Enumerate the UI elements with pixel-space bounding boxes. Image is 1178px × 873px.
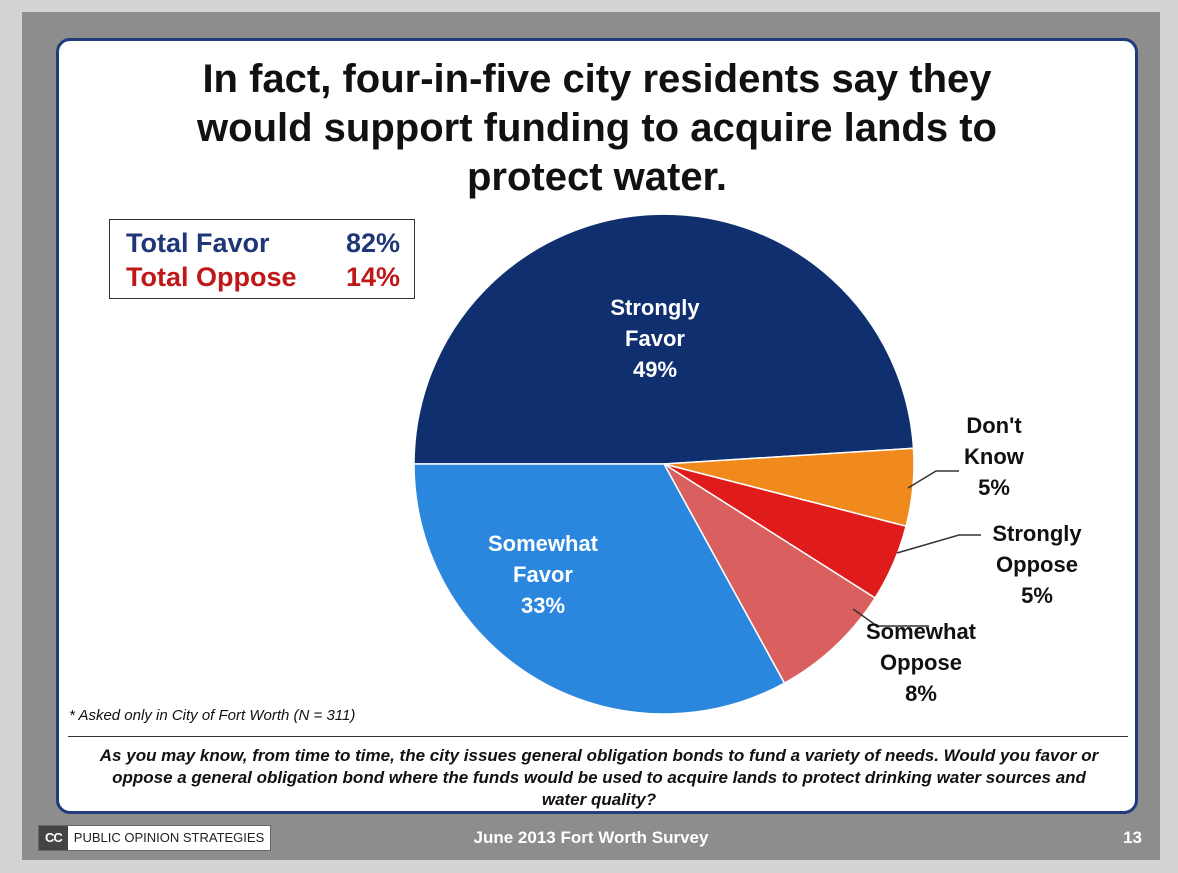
total-favor-row: Total Favor 82% — [126, 228, 400, 259]
slice-label-line: 5% — [1021, 583, 1053, 608]
slice-label-line: 49% — [633, 357, 677, 382]
title-line: would support funding to acquire lands t… — [197, 106, 997, 150]
slice-label-line: Don't — [966, 413, 1022, 438]
page-number: 13 — [1123, 828, 1142, 847]
logo: CC PUBLIC OPINION STRATEGIES — [38, 825, 272, 851]
slice-label: Strongly Oppose 5% — [992, 521, 1082, 608]
slice-label-line: Somewhat — [488, 531, 599, 556]
slice-label-line: Oppose — [996, 552, 1078, 577]
footer-survey-title: June 2013 Fort Worth Survey — [473, 828, 709, 847]
leader-line — [896, 534, 981, 554]
slice-label-line: Somewhat — [866, 619, 977, 644]
slice-label-line: Favor — [513, 562, 573, 587]
slice-label: Don't Know 5% — [964, 413, 1025, 500]
slice-label-line: 5% — [978, 475, 1010, 500]
pie-slice — [413, 463, 786, 715]
total-oppose-value: 14% — [346, 262, 401, 292]
leader-line — [907, 470, 959, 489]
total-favor-value: 82% — [346, 228, 401, 258]
title-line: protect water. — [466, 155, 728, 199]
slice-label-line: Strongly — [610, 295, 700, 320]
footnote: * Asked only in City of Fort Worth (N = … — [69, 707, 356, 724]
title-line: In fact, four-in-five city residents say… — [202, 57, 992, 101]
total-favor-label: Total Favor — [126, 228, 270, 258]
slice-label: Somewhat Oppose 8% — [866, 619, 977, 706]
slice-label-line: Know — [964, 444, 1025, 469]
slide-title: In fact, four-in-five city residents say… — [59, 55, 1135, 202]
logo-mark: CC — [39, 826, 68, 850]
leader-line — [852, 608, 929, 627]
slide: In fact, four-in-five city residents say… — [22, 12, 1160, 860]
slice-label-line: 33% — [521, 593, 565, 618]
summary-box: Total Favor 82% Total Oppose 14% — [109, 219, 415, 299]
logo-text: PUBLIC OPINION STRATEGIES — [73, 830, 265, 845]
slide-card: In fact, four-in-five city residents say… — [56, 38, 1138, 814]
footer: CC PUBLIC OPINION STRATEGIES June 2013 F… — [22, 824, 1160, 852]
total-oppose-label: Total Oppose — [126, 262, 297, 292]
slice-label-line: 8% — [905, 681, 937, 706]
slice-label-line: Oppose — [880, 650, 962, 675]
slice-label: Somewhat Favor 33% — [488, 531, 599, 618]
total-oppose-row: Total Oppose 14% — [126, 262, 400, 293]
slice-label-line: Strongly — [992, 521, 1082, 546]
slice-label: Strongly Favor 49% — [610, 295, 700, 382]
survey-question: As you may know, from time to time, the … — [99, 746, 1099, 809]
pie-slice — [413, 213, 915, 465]
pie-chart: Strongly Favor 49% Don't Know 5% Strongly Oppos… — [413, 213, 1082, 715]
slice-label-line: Favor — [625, 326, 685, 351]
pie-slice — [663, 463, 877, 685]
divider — [68, 736, 1128, 737]
